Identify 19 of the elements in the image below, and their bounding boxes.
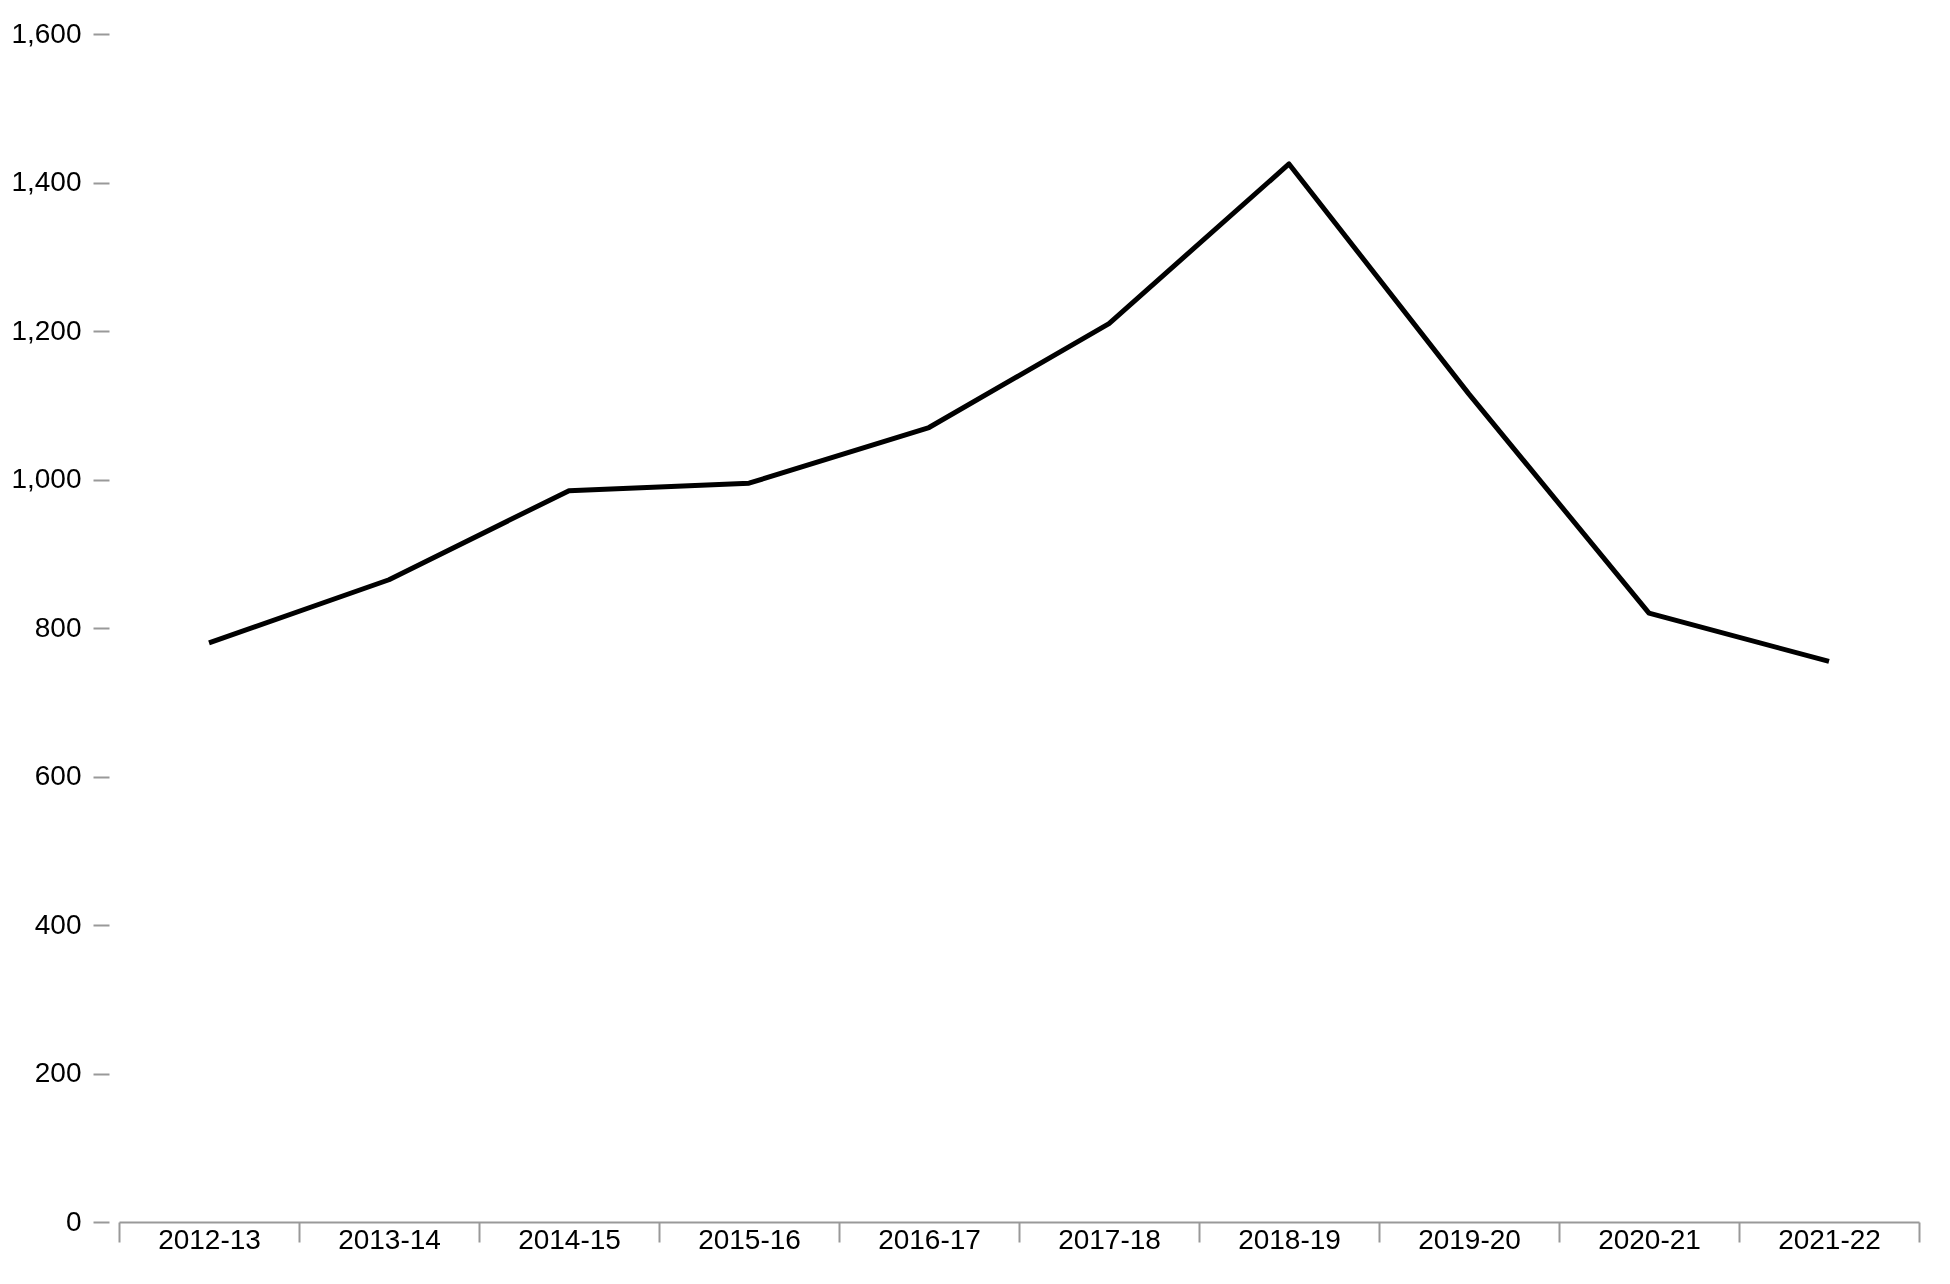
x-tick-label: 2020-21 [1598, 1223, 1701, 1255]
y-tick-label: 1,000 [11, 463, 82, 494]
x-tick-label: 2012-13 [158, 1223, 261, 1255]
x-tick-label: 2016-17 [878, 1223, 981, 1255]
y-tick-label: 1,600 [11, 17, 82, 49]
y-tick-label: 1,400 [11, 166, 82, 197]
y-tick-label: 0 [65, 1205, 82, 1237]
x-tick-label: 2021-22 [1778, 1223, 1881, 1255]
x-tick-label: 2017-18 [1058, 1223, 1161, 1255]
x-tick-label: 2014-15 [518, 1223, 621, 1255]
x-tick-label: 2018-19 [1238, 1223, 1341, 1255]
y-tick-label: 400 [34, 908, 82, 940]
y-tick-label: 200 [34, 1057, 82, 1088]
y-tick-label: 1,200 [11, 314, 82, 346]
x-tick-label: 2019-20 [1418, 1223, 1521, 1255]
x-tick-label: 2013-14 [338, 1223, 441, 1255]
x-tick-label: 2015-16 [698, 1223, 801, 1255]
y-tick-label: 600 [34, 760, 82, 791]
y-tick-label: 800 [34, 611, 82, 643]
